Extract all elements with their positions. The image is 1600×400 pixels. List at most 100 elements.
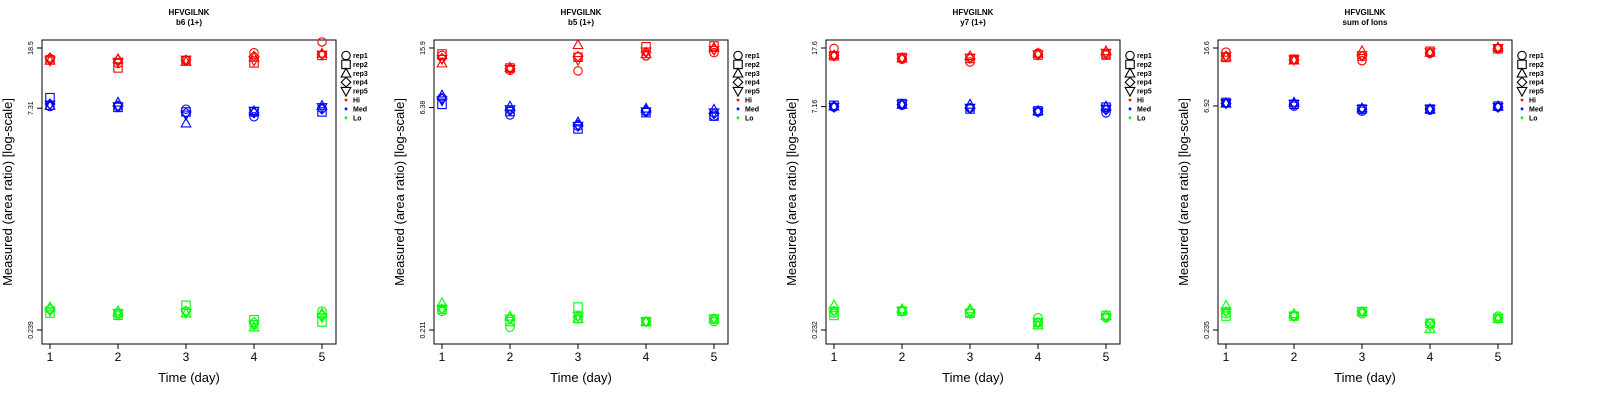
data-point xyxy=(708,108,720,119)
legend-symbol xyxy=(1125,50,1135,61)
data-point xyxy=(640,104,652,117)
data-point xyxy=(112,57,124,69)
legend-label: rep1 xyxy=(1137,53,1152,60)
legend-label: rep3 xyxy=(1529,71,1544,78)
data-point xyxy=(113,63,123,73)
legend-symbol xyxy=(1516,76,1528,88)
legend-dot-med xyxy=(736,107,740,111)
data-point xyxy=(572,121,584,133)
data-point xyxy=(640,317,652,328)
data-point xyxy=(964,309,976,320)
legend-symbol xyxy=(340,76,352,88)
x-tick-label: 3 xyxy=(575,350,582,364)
data-point xyxy=(964,52,976,64)
legend-label: rep1 xyxy=(745,53,760,60)
legend-dot-lo xyxy=(1520,116,1524,120)
y-tick-label: 6.38 xyxy=(420,101,427,115)
data-point xyxy=(828,51,840,62)
data-point xyxy=(1220,52,1232,63)
data-point xyxy=(572,38,584,50)
data-point xyxy=(436,96,448,107)
x-tick-label: 4 xyxy=(1427,350,1434,364)
data-point xyxy=(828,100,840,111)
y-axis-label: Measured (area ratio) [log-scale] xyxy=(0,98,15,286)
data-point xyxy=(1424,48,1436,59)
y-axis-label: Measured (area ratio) [log-scale] xyxy=(1176,98,1191,286)
legend-label: rep3 xyxy=(353,71,368,78)
legend-label: Med xyxy=(1137,106,1151,113)
legend-label: rep2 xyxy=(353,62,368,69)
data-point xyxy=(1221,47,1231,57)
legend-label: Hi xyxy=(745,98,752,105)
data-point xyxy=(1424,104,1436,116)
legend-label: rep2 xyxy=(1529,62,1544,69)
data-point xyxy=(572,50,584,62)
data-point xyxy=(896,306,908,318)
legend-symbol xyxy=(1124,76,1136,88)
data-point xyxy=(248,106,260,118)
data-point xyxy=(1492,44,1504,55)
data-point xyxy=(505,316,515,327)
data-point xyxy=(1032,105,1044,117)
data-point xyxy=(436,54,448,66)
legend-dot-lo xyxy=(736,116,740,120)
legend-label: rep5 xyxy=(1529,89,1544,96)
series-med xyxy=(436,89,720,134)
data-point xyxy=(896,98,908,109)
y-tick-label: 0.211 xyxy=(420,321,427,338)
legend-symbol xyxy=(1517,50,1527,61)
data-point xyxy=(317,37,327,47)
legend-symbol xyxy=(732,67,744,78)
legend-label: Lo xyxy=(1529,115,1538,122)
data-point xyxy=(1492,102,1504,114)
data-point xyxy=(1424,321,1436,333)
data-point xyxy=(249,314,259,325)
data-point xyxy=(44,100,56,111)
data-point xyxy=(112,308,124,320)
data-point xyxy=(248,320,260,332)
x-axis-label: Time (day) xyxy=(1334,370,1396,385)
chart-title: HFVGILNK xyxy=(561,8,602,17)
data-point xyxy=(709,111,719,121)
data-point xyxy=(1220,97,1232,108)
legend-label: rep1 xyxy=(353,53,368,60)
data-point xyxy=(828,48,840,60)
legend-label: Hi xyxy=(1529,98,1536,105)
data-point xyxy=(1221,311,1231,321)
data-point xyxy=(573,124,583,134)
data-point xyxy=(1492,312,1504,323)
data-point xyxy=(317,107,327,117)
data-point xyxy=(45,308,55,318)
series-hi xyxy=(44,37,328,73)
y-tick-label: 7.31 xyxy=(28,101,35,115)
series-lo xyxy=(44,300,328,332)
legend-label: Lo xyxy=(1137,115,1146,122)
legend-symbol xyxy=(340,86,352,98)
plot-frame xyxy=(825,39,1121,345)
data-point xyxy=(1033,312,1043,323)
plot-frame xyxy=(1217,39,1513,345)
y-axis-label: Measured (area ratio) [log-scale] xyxy=(784,98,799,286)
data-point xyxy=(1424,46,1436,57)
data-point xyxy=(44,56,56,67)
data-point xyxy=(1100,44,1112,56)
data-point xyxy=(316,103,328,114)
data-point xyxy=(572,55,584,67)
series-hi xyxy=(1220,41,1504,66)
legend-label: rep5 xyxy=(353,89,368,96)
data-point xyxy=(436,89,448,100)
series-med xyxy=(44,92,328,128)
data-point xyxy=(181,104,191,114)
data-point xyxy=(708,45,720,57)
legend-label: rep3 xyxy=(1137,71,1152,78)
chart-title: HFVGILNK xyxy=(1345,8,1386,17)
data-point xyxy=(504,105,516,116)
legend-label: Med xyxy=(745,106,759,113)
y-tick-label: 0.235 xyxy=(1204,321,1211,339)
chart-title: HFVGILNK xyxy=(953,8,994,17)
series-med xyxy=(1220,96,1504,116)
